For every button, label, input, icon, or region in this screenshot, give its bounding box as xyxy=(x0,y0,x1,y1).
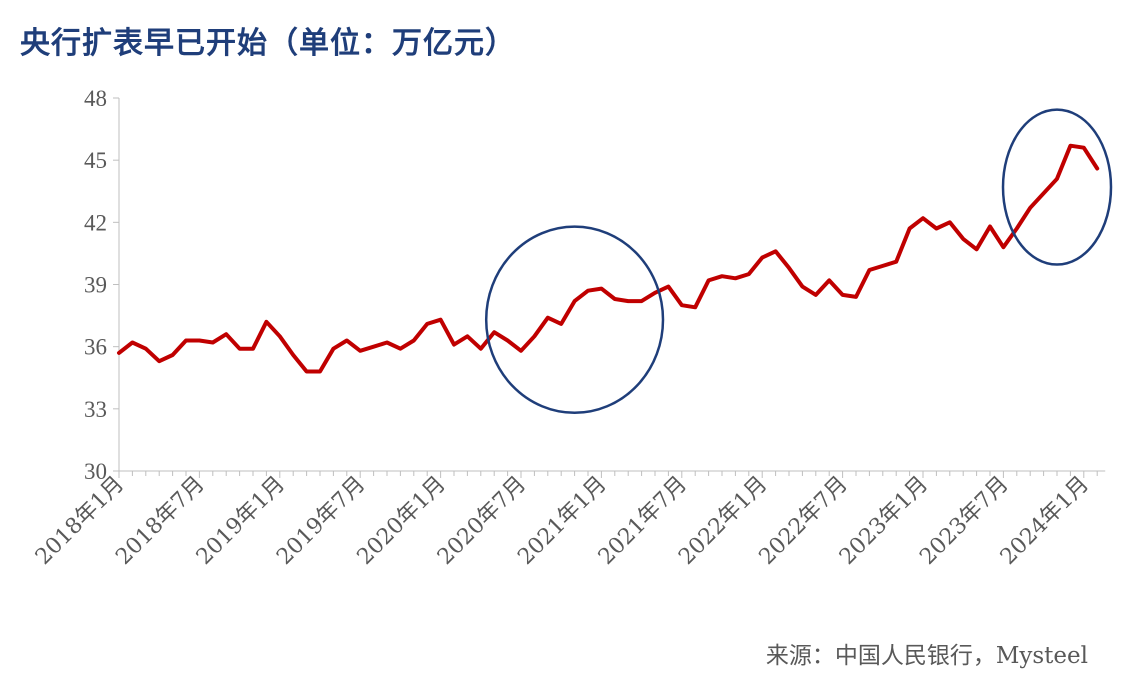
x-axis: 2018年1月2018年7月2019年1月2019年7月2020年1月2020年… xyxy=(31,470,1106,570)
y-tick-label: 33 xyxy=(84,397,107,422)
y-tick-label: 45 xyxy=(84,148,107,173)
y-tick-label: 48 xyxy=(84,86,107,111)
chart: 30 33 36 39 42 45 48 2018年1月2018年7月2019年1月2019… xyxy=(31,86,1113,570)
y-tick-label: 42 xyxy=(84,210,107,235)
y-axis: 30 33 36 39 42 45 48 xyxy=(84,86,120,484)
highlight-ellipse xyxy=(1001,108,1113,266)
chart-title: 央行扩表早已开始（单位：万亿元） xyxy=(20,26,516,61)
highlight-ellipse xyxy=(484,225,665,415)
series-line xyxy=(117,143,1100,374)
y-tick-label: 30 xyxy=(84,459,107,484)
plot-area xyxy=(117,108,1113,415)
y-tick-label: 39 xyxy=(84,273,107,298)
source-note: 来源：中国人民银行，Mysteel xyxy=(765,643,1088,669)
y-tick-label: 36 xyxy=(84,335,107,360)
